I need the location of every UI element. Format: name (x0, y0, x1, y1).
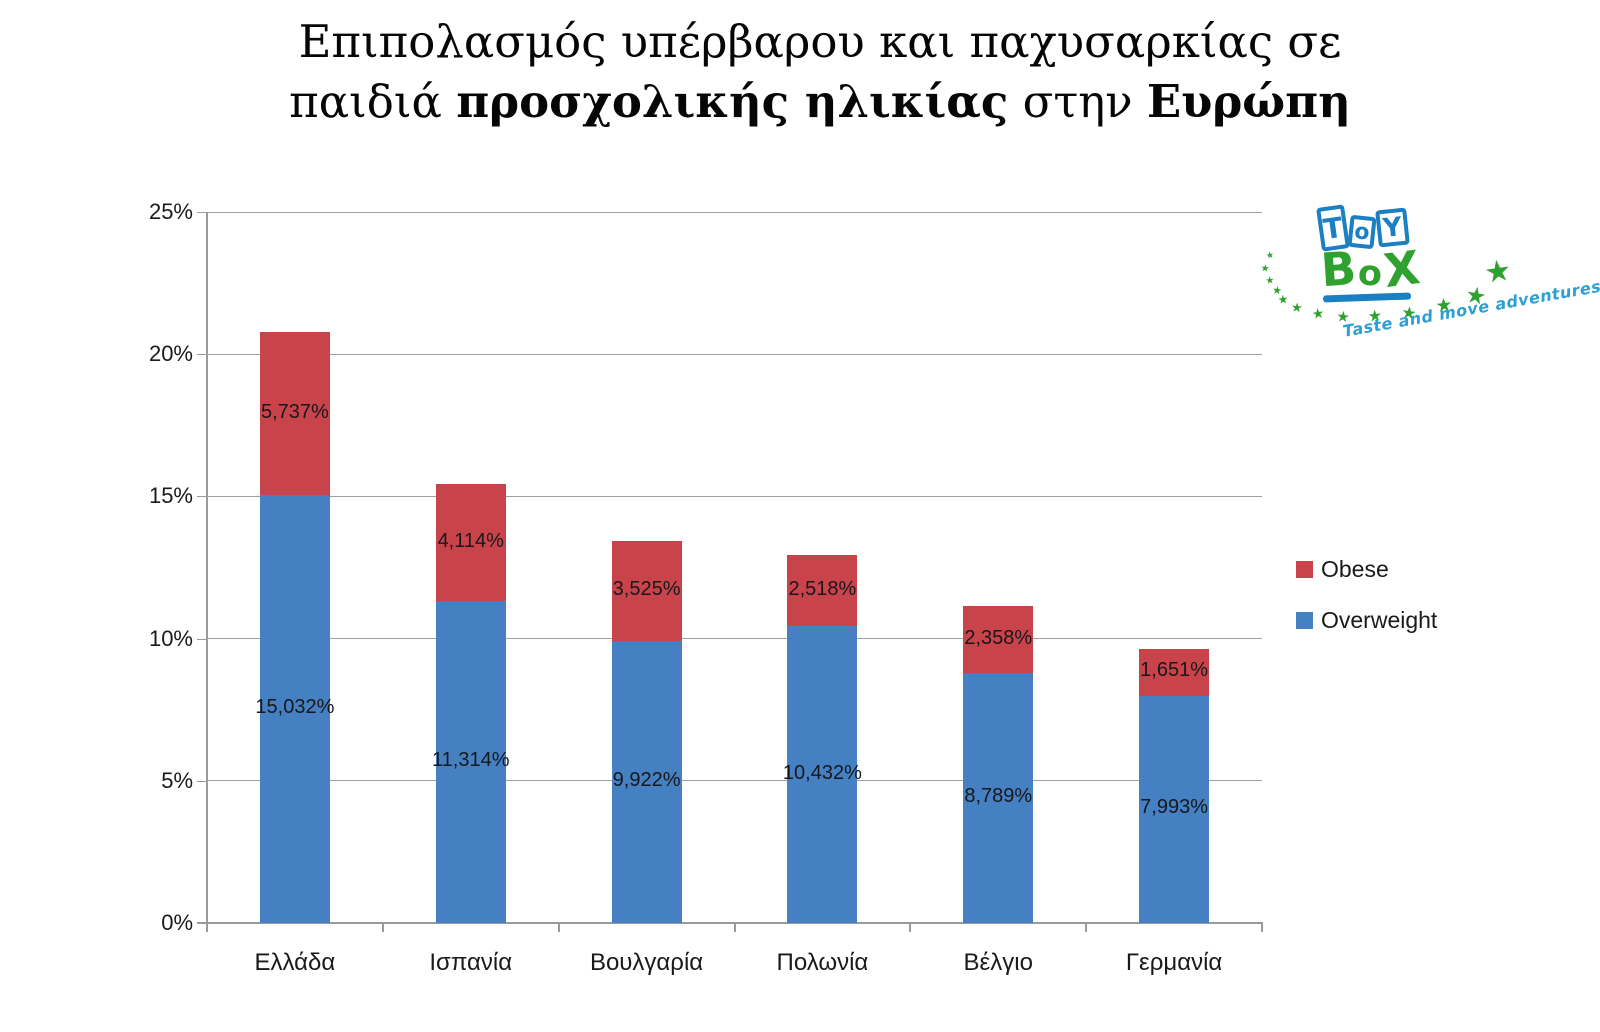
chart-title: Επιπολασμός υπέρβαρου και παχυσαρκίας σε… (40, 12, 1600, 132)
star-icon: ★ (1260, 263, 1271, 275)
legend-item-overweight: Overweight (1296, 607, 1437, 634)
chart-title-line1: Επιπολασμός υπέρβαρου και παχυσαρκίας σε (298, 15, 1342, 68)
data-label-obese-Ελλάδα: 5,737% (260, 400, 329, 423)
legend-item-obese: Obese (1296, 556, 1437, 583)
star-icon: ★ (1290, 299, 1304, 316)
legend-label: Obese (1321, 556, 1389, 582)
gridline-15% (207, 495, 1262, 497)
y-tick-mark (197, 496, 207, 498)
toybox-logo: T o Y BoX ★ ★ ★ ★ ★ ★ ★ ★ ★ ★ ★ ★ ★ Taste and move a… (1245, 190, 1600, 365)
y-tick-label: 20% (148, 341, 193, 367)
bar-segment-overweight-Βέλγιο (963, 673, 1034, 923)
bar-segment-obese-Πολωνία (787, 554, 858, 627)
y-axis-line (206, 212, 208, 924)
data-label-obese-Πολωνία: 2,518% (788, 577, 857, 600)
star-icon: ★ (1482, 253, 1514, 291)
bar-segment-obese-Γερμανία (1139, 648, 1210, 696)
data-label-overweight-Γερμανία: 7,993% (1140, 796, 1208, 819)
y-tick-label: 25% (148, 199, 193, 224)
star-icon: ★ (1276, 291, 1290, 307)
x-tick-mark (733, 924, 736, 932)
y-tick-label: 0% (161, 910, 193, 935)
gridline-25% (207, 211, 1262, 213)
y-tick-mark (197, 212, 207, 213)
y-tick-label: 5% (161, 767, 193, 793)
bar-segment-overweight-Ελλάδα (259, 495, 330, 923)
data-label-obese-Ισπανία: 4,114% (437, 529, 504, 552)
data-label-obese-Βέλγιο: 2,358% (964, 626, 1033, 649)
bar-segment-overweight-Ισπανία (435, 601, 506, 923)
obese-swatch-icon (1296, 561, 1313, 578)
x-tick-mark (381, 924, 384, 932)
y-tick-mark (197, 780, 207, 782)
y-tick-label: 10% (148, 625, 193, 651)
data-label-overweight-Βουλγαρία: 9,922% (612, 768, 681, 791)
bar-segment-overweight-Γερμανία (1139, 695, 1210, 923)
x-category-label: Βέλγιο (963, 949, 1033, 976)
bar-segment-obese-Βέλγιο (963, 605, 1034, 674)
logo-box-word: BoX (1319, 239, 1425, 299)
data-label-obese-Γερμανία: 1,651% (1140, 659, 1208, 682)
x-tick-mark (206, 924, 208, 932)
star-icon: ★ (1265, 249, 1275, 261)
bar-segment-overweight-Βουλγαρία (611, 640, 682, 923)
y-tick-mark (197, 923, 207, 924)
legend-label: Overweight (1321, 607, 1438, 633)
gridline-5% (207, 780, 1262, 782)
gridline-10% (207, 638, 1262, 640)
star-icon: ★ (1310, 304, 1326, 323)
x-axis-line (197, 922, 1263, 924)
x-tick-mark (909, 924, 912, 932)
y-tick-mark (197, 354, 207, 356)
x-category-label: Γερμανία (1125, 949, 1223, 976)
data-label-overweight-Ισπανία: 11,314% (432, 749, 510, 772)
x-tick-mark (1261, 924, 1263, 932)
x-category-label: Βουλγαρία (589, 949, 704, 976)
x-category-label: Ισπανία (429, 949, 513, 976)
bar-segment-obese-Ισπανία (435, 484, 506, 602)
x-category-label: Ελλάδα (254, 949, 336, 976)
bar-segment-overweight-Πολωνία (787, 626, 858, 923)
data-label-overweight-Πολωνία: 10,432% (782, 761, 862, 784)
legend: Obese Overweight (1296, 556, 1437, 658)
y-tick-label: 15% (148, 483, 193, 509)
x-category-label: Πολωνία (776, 949, 869, 976)
bar-segment-obese-Ελλάδα (259, 332, 330, 496)
data-label-overweight-Βέλγιο: 8,789% (964, 785, 1033, 808)
gridline-20% (207, 353, 1262, 355)
plot-area: 0% 5% 10% 15% 20% 25% 15,032% 5,737% Ελλάδα 11,31… (149, 199, 1263, 976)
x-tick-mark (1085, 924, 1088, 932)
data-label-obese-Βουλγαρία: 3,525% (612, 577, 681, 600)
y-tick-mark (197, 638, 207, 640)
data-label-overweight-Ελλάδα: 15,032% (255, 696, 335, 719)
overweight-swatch-icon (1296, 612, 1313, 629)
bar-segment-obese-Βουλγαρία (611, 540, 682, 641)
x-tick-mark (557, 924, 560, 932)
chart-title-line2: παιδιά προσχολικής ηλικίας στην Ευρώπη (289, 75, 1351, 128)
